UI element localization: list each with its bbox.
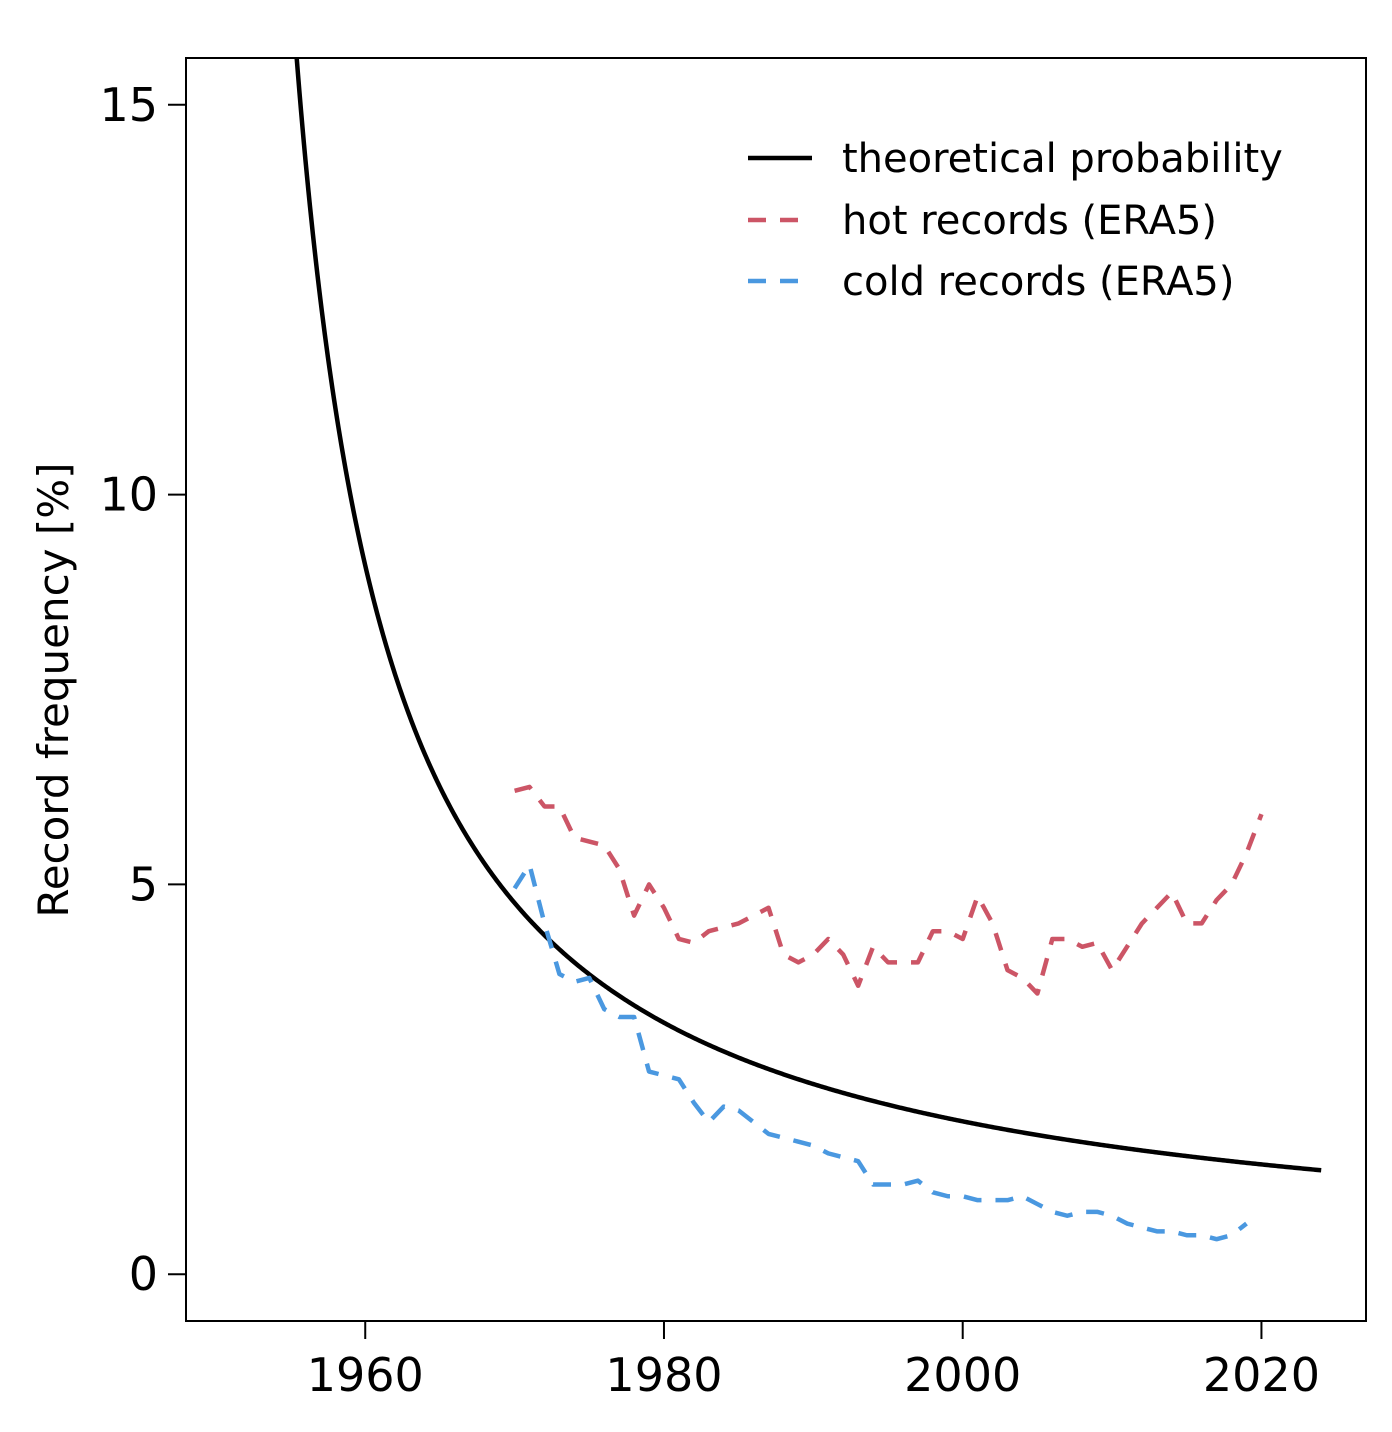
legend: theoretical probability hot records (ERA… [748, 136, 1283, 305]
legend-label-cold: cold records (ERA5) [842, 259, 1234, 305]
y-tick-label: 0 [129, 1247, 158, 1301]
y-tick-label: 15 [99, 78, 158, 132]
y-axis-title: Record frequency [%] [29, 462, 78, 917]
x-axis: 1960 1980 2000 2020 [307, 1320, 1320, 1402]
x-tick-label: 2000 [904, 1348, 1021, 1402]
series-line-theoretical-probability [294, 58, 1322, 1173]
y-axis: 0 5 10 15 [99, 78, 187, 1301]
series-layer [294, 58, 1322, 1242]
plot-frame [185, 57, 1367, 1322]
legend-label-theoretical: theoretical probability [842, 136, 1283, 182]
series-line-cold-records [512, 862, 1248, 1242]
legend-label-hot: hot records (ERA5) [842, 198, 1217, 244]
x-tick-label: 2020 [1203, 1348, 1320, 1402]
x-tick-label: 1960 [307, 1348, 424, 1402]
series-line-hot-records [514, 784, 1264, 996]
y-tick-label: 10 [99, 468, 158, 522]
y-tick-label: 5 [129, 857, 158, 911]
x-tick-label: 1980 [605, 1348, 722, 1402]
